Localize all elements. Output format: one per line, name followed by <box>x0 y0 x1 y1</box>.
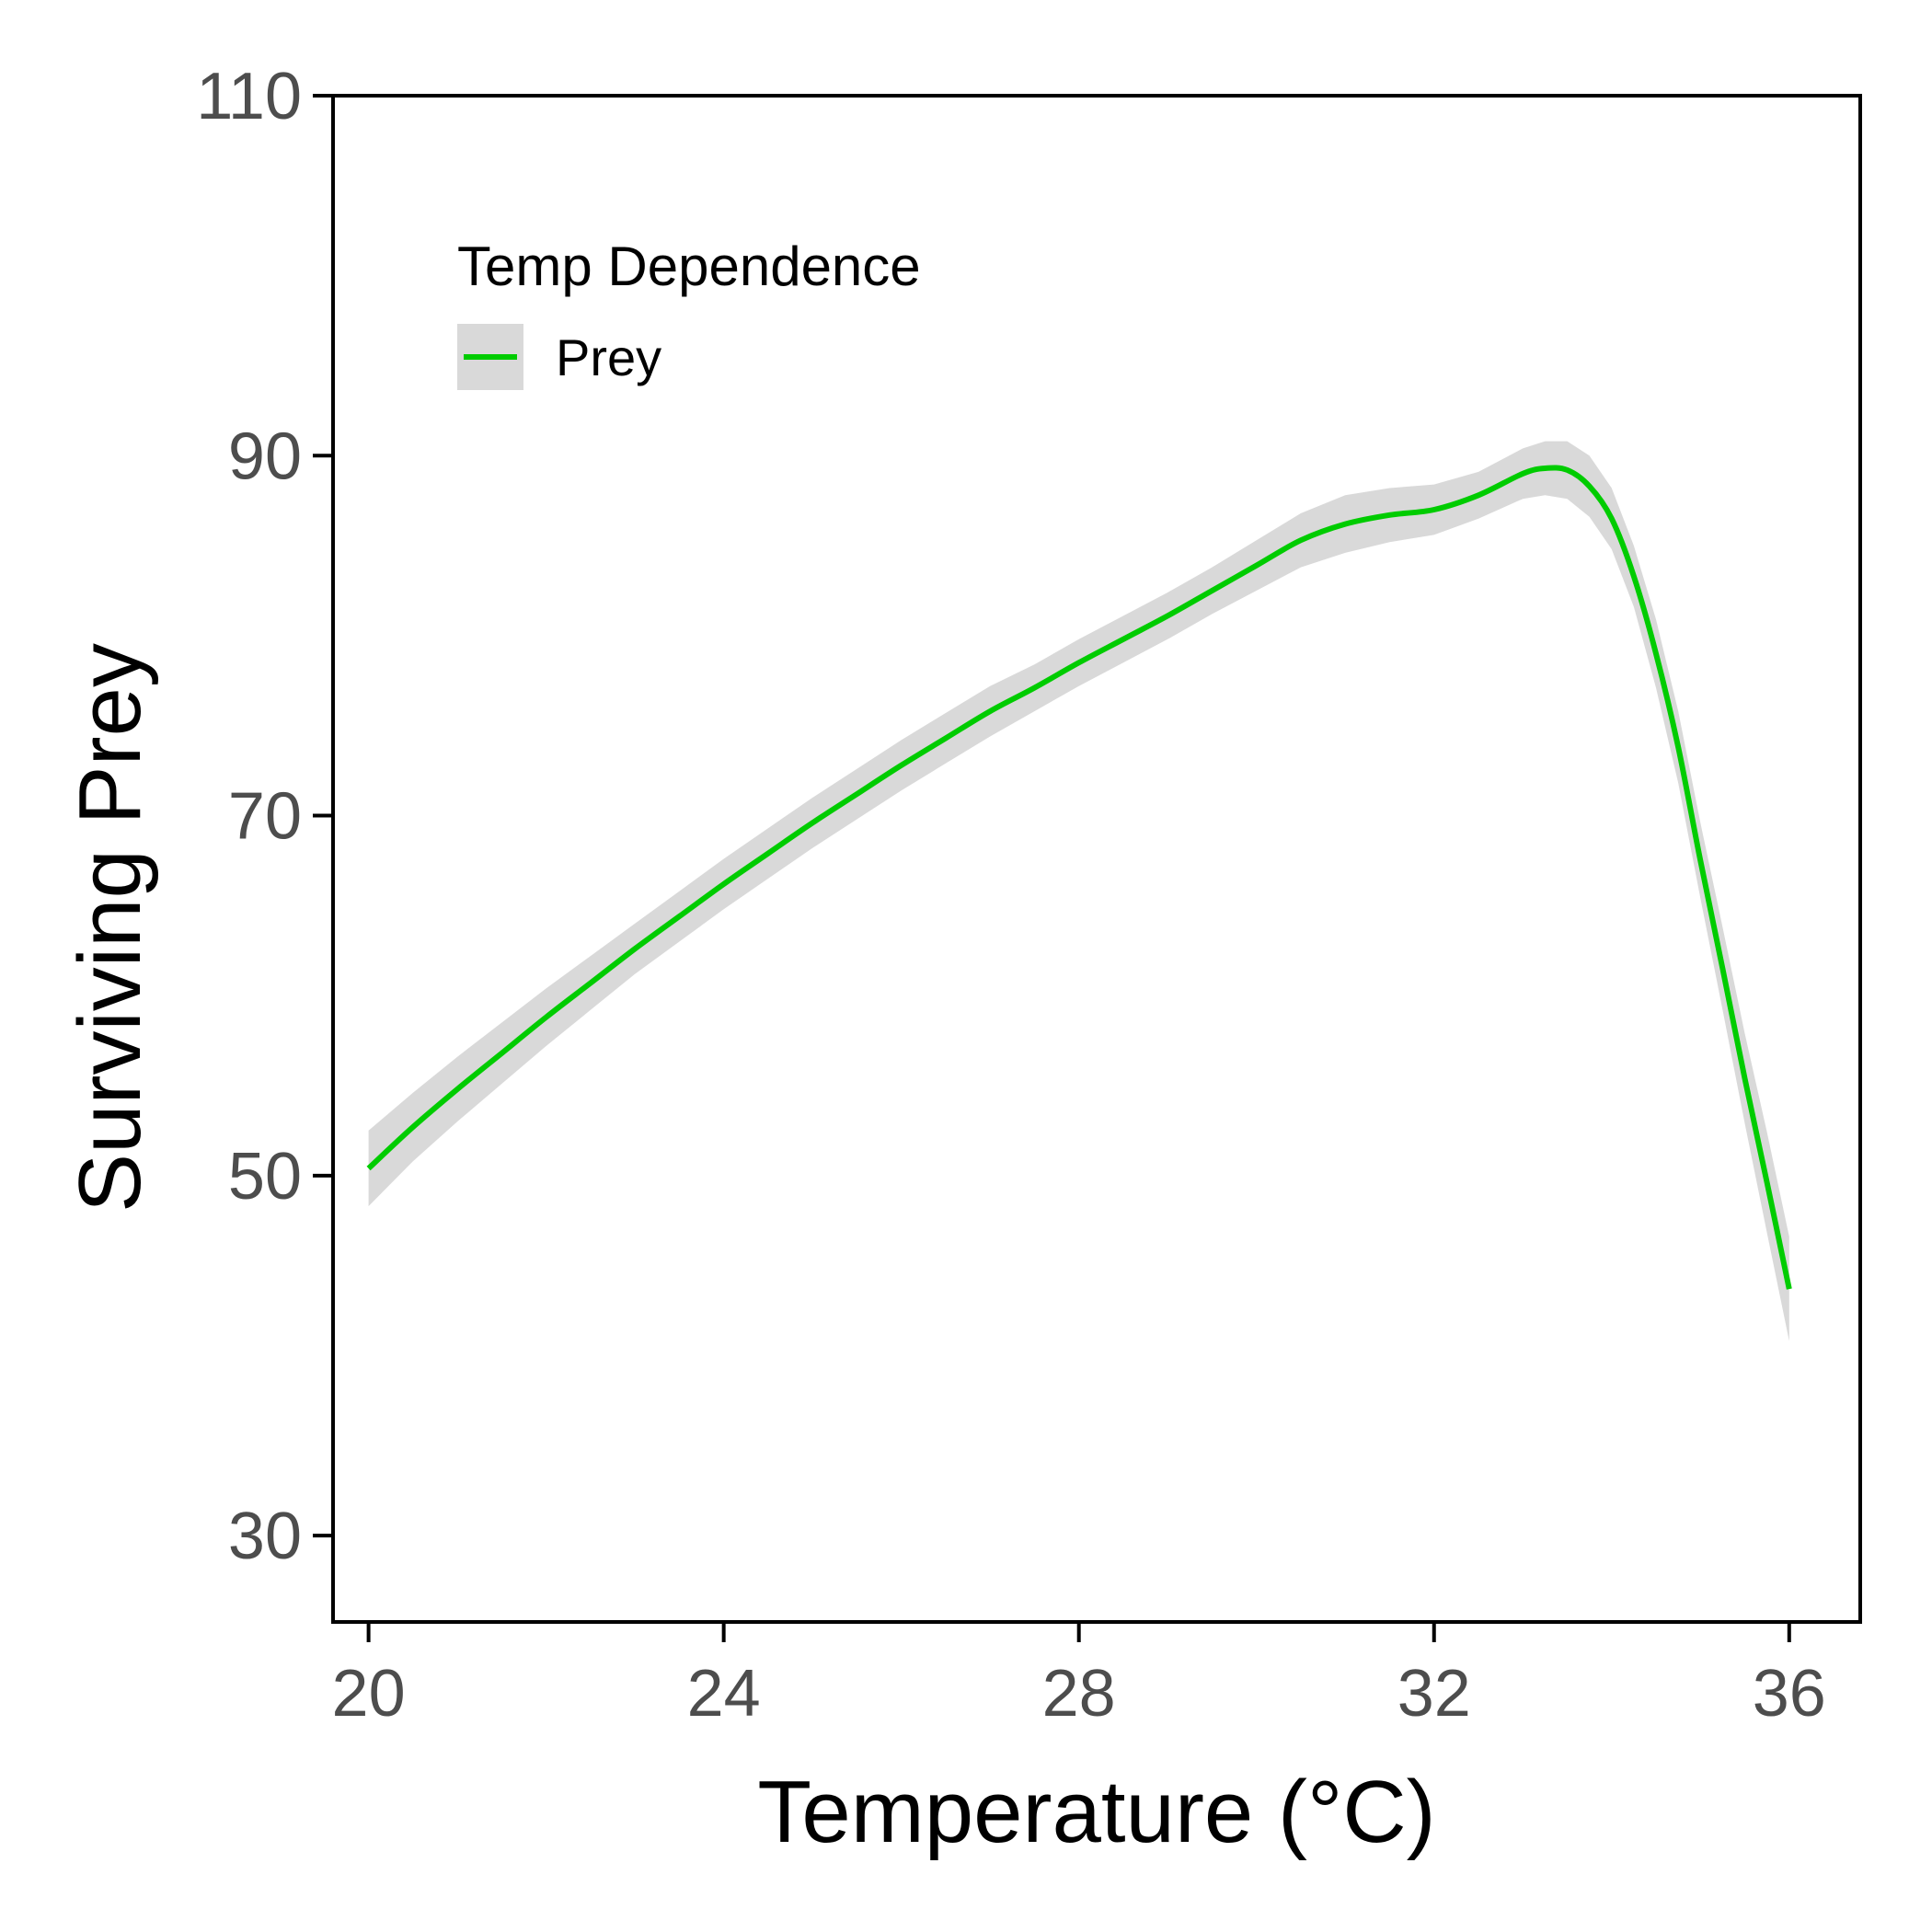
x-axis-title: Temperature (°C) <box>757 1763 1435 1861</box>
series-line-prey <box>366 465 1792 1290</box>
y-axis: 30 50 70 90 110 <box>196 60 333 1573</box>
y-tick-label: 70 <box>228 780 302 854</box>
y-tick-label: 90 <box>228 420 302 493</box>
plot-panel-border <box>331 94 1862 1624</box>
series-line-layer <box>366 465 1792 1290</box>
y-axis-title: Surviving Prey <box>61 643 159 1213</box>
y-tick-label: 30 <box>228 1500 302 1573</box>
legend-label-prey: Prey <box>556 328 661 386</box>
x-tick-label: 24 <box>687 1657 761 1731</box>
y-tick-label: 110 <box>196 60 302 133</box>
x-axis: 20 24 28 32 36 <box>332 1622 1826 1731</box>
x-tick-label: 36 <box>1753 1657 1826 1731</box>
x-tick-label: 32 <box>1397 1657 1471 1731</box>
legend: Temp Dependence Prey <box>457 236 921 390</box>
x-tick-label: 28 <box>1042 1657 1116 1731</box>
x-tick-label: 20 <box>332 1657 406 1731</box>
legend-title: Temp Dependence <box>457 236 921 297</box>
y-tick-label: 50 <box>228 1140 302 1213</box>
